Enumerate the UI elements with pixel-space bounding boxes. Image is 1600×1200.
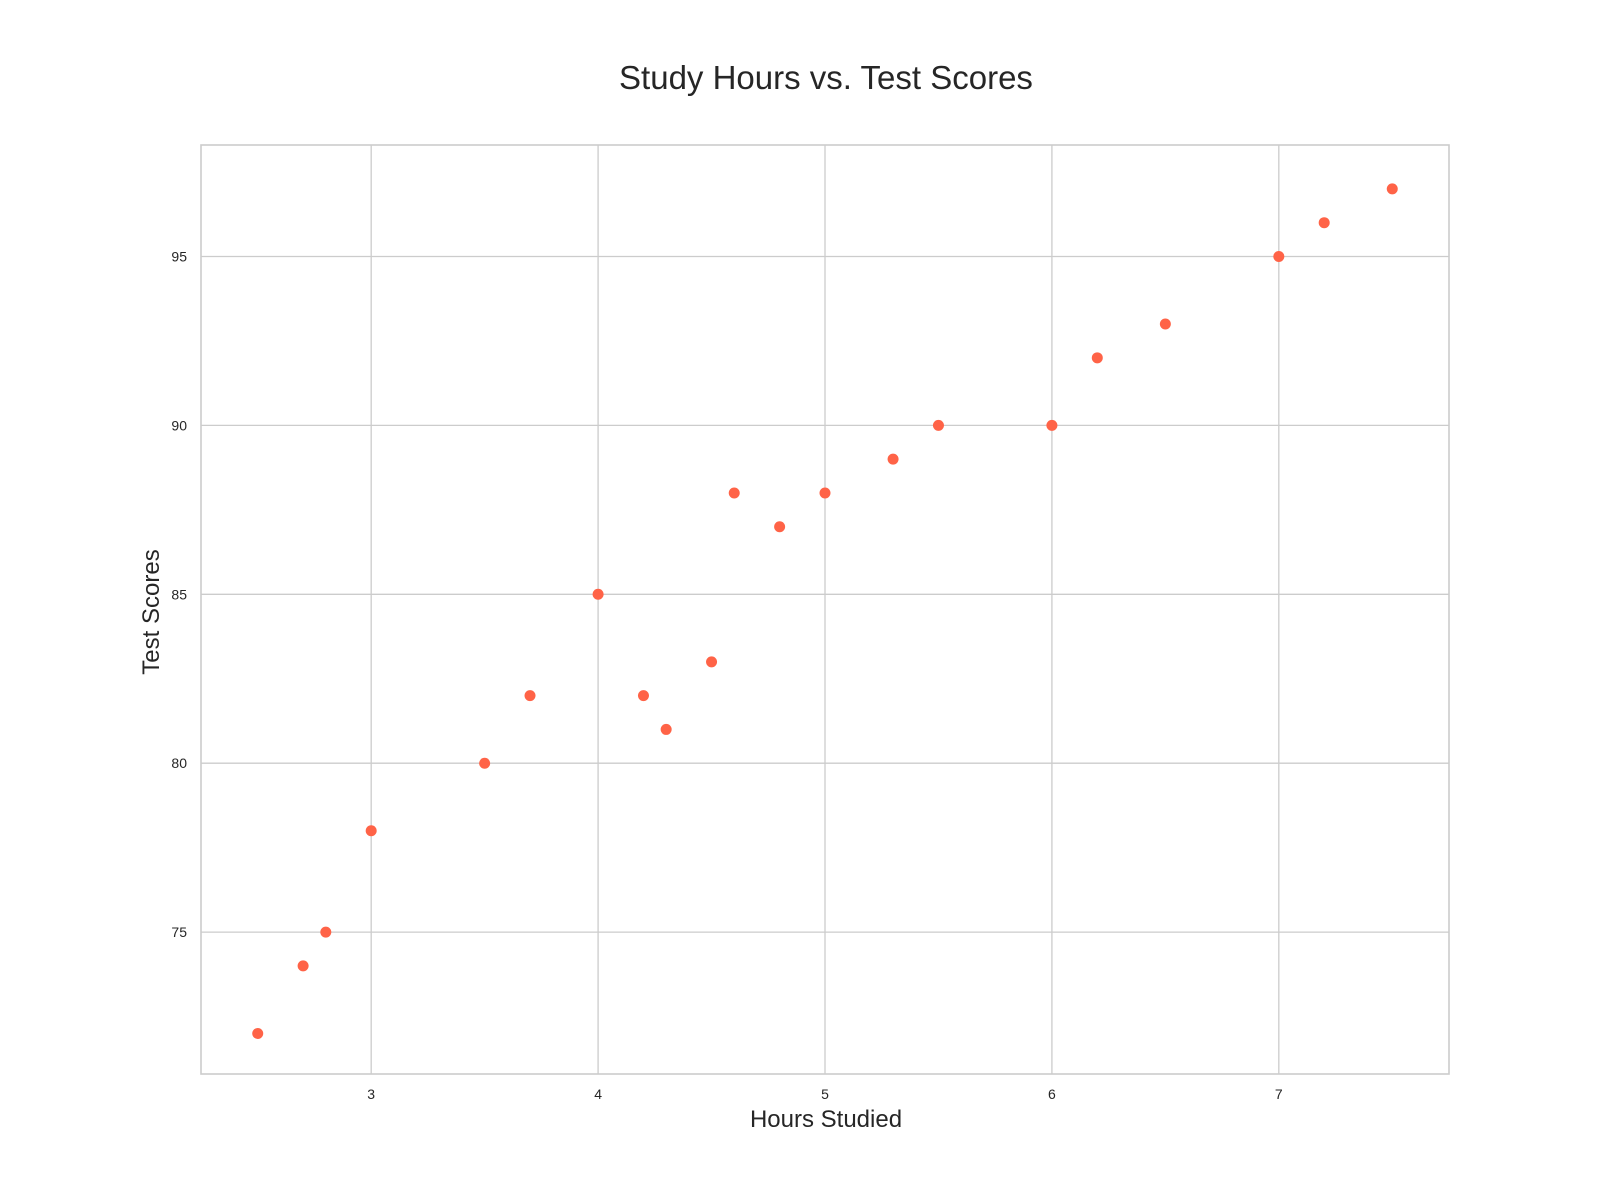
data-point — [297, 960, 309, 972]
x-tick-labels: 3 4 5 6 7 — [367, 1086, 1283, 1102]
data-point — [706, 656, 718, 668]
data-point — [1046, 419, 1058, 431]
x-axis-label: Hours Studied — [750, 1106, 902, 1133]
data-point — [1386, 183, 1398, 195]
y-tick-label: 85 — [171, 586, 187, 602]
data-point — [479, 757, 491, 769]
data-point — [819, 487, 831, 499]
data-point — [1159, 318, 1171, 330]
plot-area-frame — [200, 144, 1450, 1075]
x-tick-label: 5 — [821, 1086, 829, 1102]
data-point — [660, 723, 672, 735]
data-point — [320, 926, 332, 938]
data-point — [1273, 250, 1285, 262]
chart-title: Study Hours vs. Test Scores — [619, 59, 1033, 96]
data-point — [1318, 217, 1330, 229]
x-tick-label: 4 — [594, 1086, 602, 1102]
data-point — [932, 419, 944, 431]
data-point — [637, 690, 649, 702]
grid — [201, 145, 1449, 1074]
y-tick-label: 80 — [171, 755, 187, 771]
y-tick-labels: 75 80 85 90 95 — [171, 248, 187, 940]
x-tick-label: 6 — [1048, 1086, 1056, 1102]
data-points — [252, 183, 1398, 1039]
data-point — [592, 588, 604, 600]
y-axis-label: Test Scores — [138, 549, 165, 674]
data-point — [1091, 352, 1103, 364]
y-tick-label: 95 — [171, 248, 187, 264]
data-point — [252, 1027, 264, 1039]
x-tick-label: 3 — [367, 1086, 375, 1102]
y-tick-label: 90 — [171, 417, 187, 433]
data-point — [774, 521, 786, 533]
data-point — [365, 825, 377, 837]
x-tick-label: 7 — [1275, 1086, 1283, 1102]
y-tick-label: 75 — [171, 924, 187, 940]
data-point — [887, 453, 899, 465]
data-point — [524, 690, 536, 702]
data-point — [728, 487, 740, 499]
